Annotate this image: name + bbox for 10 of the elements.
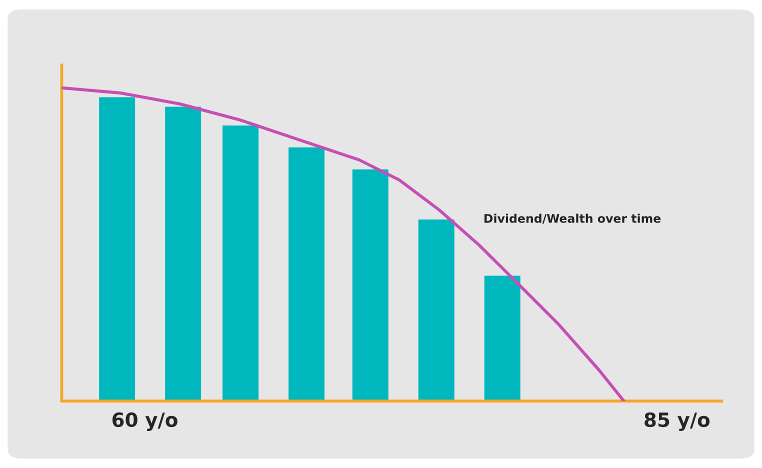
bar [222,125,259,402]
bar [288,147,325,402]
x-tick-label: 85 y/o [644,412,710,432]
bar [484,276,520,402]
bar [352,169,388,402]
bar [418,219,454,402]
bar [165,106,202,402]
x-tick-label: 60 y/o [112,412,178,432]
bar [99,97,136,402]
series-label: Dividend/Wealth over time [484,214,661,224]
